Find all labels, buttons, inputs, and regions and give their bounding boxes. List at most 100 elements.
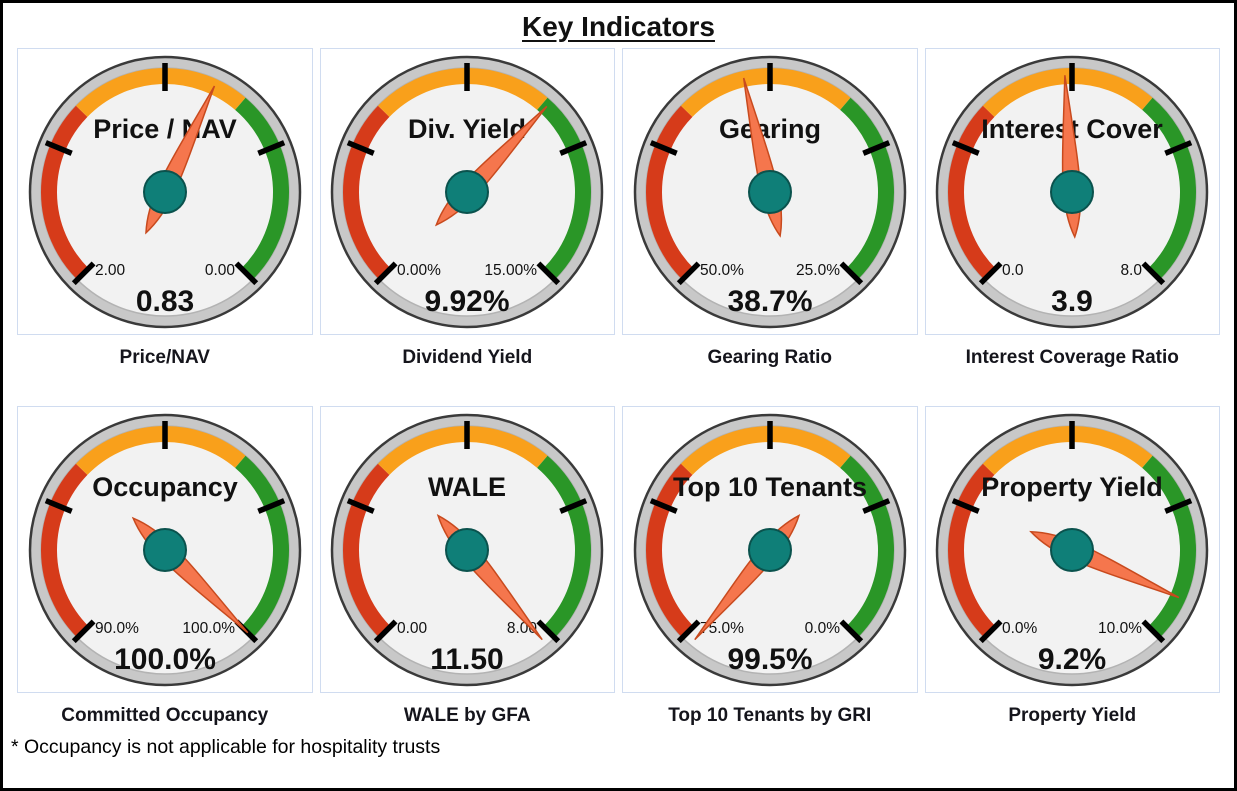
zone-orange — [983, 68, 1153, 117]
tick-mark — [1141, 619, 1166, 644]
tick-mark — [952, 498, 980, 514]
needle-hub — [1050, 170, 1095, 214]
zone-red — [645, 463, 694, 638]
tick-mark — [839, 619, 863, 644]
gauge-caption: WALE by GFA — [403, 705, 531, 726]
tick-mark — [234, 261, 258, 286]
tick-mark — [559, 140, 588, 156]
gauge-dial: Price / NAV 2.00 0.00 0.83 — [28, 55, 301, 329]
tick-mark — [979, 261, 1003, 286]
dial-title: Price / NAV — [93, 114, 237, 144]
dial-max-label: 100.0% — [182, 620, 235, 637]
zone-red — [343, 105, 391, 280]
tick-mark — [649, 140, 678, 156]
zone-green — [839, 455, 894, 638]
gauge-tile-occupancy: Occupancy 90.0% 100.0% 100.0% — [17, 406, 313, 693]
dial-max-label: 0.00 — [205, 262, 236, 279]
gauge-cell-interest-cover: Interest Cover 0.0 8.0 3.9 Interest Cove… — [924, 48, 1220, 370]
gauge-dial: Div. Yield 0.00% 15.00% 9.92% — [331, 55, 604, 329]
gauge-caption: Gearing Ratio — [707, 347, 833, 368]
tick-mark — [44, 140, 73, 156]
dial-value: 100.0% — [114, 643, 216, 676]
gauge-dial: Interest Cover 0.0 8.0 3.9 — [936, 55, 1209, 329]
dial-title: Top 10 Tenants — [673, 472, 867, 502]
gauge-caption: Price/NAV — [119, 347, 210, 368]
gauge-cell-occupancy: Occupancy 90.0% 100.0% 100.0% Committed … — [17, 406, 313, 728]
zone-red — [40, 105, 89, 280]
zone-green — [1142, 97, 1197, 280]
dial-min-label: 0.0% — [1002, 620, 1038, 637]
zone-green — [234, 97, 289, 280]
tick-mark — [862, 140, 890, 156]
dial-value: 3.9 — [1051, 285, 1093, 318]
zone-green — [537, 97, 592, 280]
gauge-tile-top-10-tenants: Top 10 Tenants 75.0% 0.0% 99.5% — [622, 406, 918, 693]
tick-mark — [1164, 140, 1193, 156]
gauge-dial: Property Yield 0.0% 10.0% 9.2% — [936, 413, 1209, 687]
dial-min-label: 90.0% — [95, 620, 139, 637]
tick-mark — [347, 140, 375, 156]
dial-title: Property Yield — [981, 472, 1163, 502]
tick-mark — [559, 498, 588, 514]
dial-min-label: 0.00 — [397, 620, 428, 637]
dial-min-label: 50.0% — [700, 262, 744, 279]
tick-mark — [44, 498, 73, 514]
tick-mark — [676, 619, 701, 644]
tick-mark — [676, 261, 701, 286]
zone-red — [645, 105, 694, 280]
gauge-cell-property-yield: Property Yield 0.0% 10.0% 9.2% Property … — [924, 406, 1220, 728]
zone-green — [839, 97, 894, 280]
tick-mark — [536, 619, 561, 644]
gauge-tile-price-nav: Price / NAV 2.00 0.00 0.83 — [17, 48, 313, 335]
gauge-tile-property-yield: Property Yield 0.0% 10.0% 9.2% — [924, 406, 1220, 693]
tick-mark — [374, 261, 398, 286]
dial-max-label: 8.0 — [1121, 262, 1143, 279]
gauge-grid: Price / NAV 2.00 0.00 0.83 Price/NAV Div… — [3, 48, 1234, 728]
dial-title: WALE — [428, 472, 506, 502]
dial-min-label: 0.00% — [397, 262, 441, 279]
dial-value: 9.2% — [1038, 643, 1106, 676]
zone-red — [40, 463, 89, 638]
tick-mark — [862, 498, 890, 514]
tick-mark — [71, 261, 96, 286]
gauge-cell-gearing: Gearing 50.0% 25.0% 38.7% Gearing Ratio — [622, 48, 918, 370]
gauge-cell-dividend-yield: Div. Yield 0.00% 15.00% 9.92% Dividend Y… — [319, 48, 615, 370]
needle-hub — [747, 170, 792, 214]
zone-orange — [378, 426, 548, 475]
needle-hub — [747, 528, 792, 572]
tick-mark — [536, 261, 561, 286]
tick-mark — [839, 261, 863, 286]
dial-title: Occupancy — [92, 472, 238, 502]
gauge-cell-wale: WALE 0.00 8.00 11.50 WALE by GFA — [319, 406, 615, 728]
gauge-dial: Gearing 50.0% 25.0% 38.7% — [633, 55, 906, 329]
zone-red — [948, 105, 996, 280]
tick-mark — [1141, 261, 1166, 286]
page-title: Key Indicators — [522, 11, 715, 42]
dial-min-label: 0.0 — [1002, 262, 1024, 279]
tick-mark — [71, 619, 96, 644]
dial-max-label: 10.0% — [1098, 620, 1142, 637]
tick-mark — [649, 498, 678, 514]
needle-hub — [445, 528, 490, 572]
dial-max-label: 15.00% — [485, 262, 538, 279]
gauge-caption: Dividend Yield — [402, 347, 533, 368]
zone-orange — [75, 68, 246, 117]
zone-orange — [983, 426, 1153, 475]
gauge-dial: WALE 0.00 8.00 11.50 — [331, 413, 604, 687]
tick-mark — [952, 140, 980, 156]
occupancy-footnote: * Occupancy is not applicable for hospit… — [11, 736, 441, 758]
gauge-tile-interest-cover: Interest Cover 0.0 8.0 3.9 — [924, 48, 1220, 335]
tick-mark — [257, 498, 285, 514]
gauge-caption: Property Yield — [1008, 705, 1137, 726]
needle-hub — [445, 170, 490, 214]
needle-hub — [1050, 528, 1095, 572]
zone-green — [1142, 455, 1197, 638]
zone-green — [537, 455, 592, 638]
tick-mark — [347, 498, 375, 514]
zone-orange — [75, 426, 246, 475]
dial-value: 99.5% — [727, 643, 812, 676]
dial-value: 11.50 — [431, 643, 504, 676]
gauge-caption: Interest Coverage Ratio — [965, 347, 1179, 368]
zone-orange — [378, 68, 548, 117]
gauge-tile-gearing: Gearing 50.0% 25.0% 38.7% — [622, 48, 918, 335]
